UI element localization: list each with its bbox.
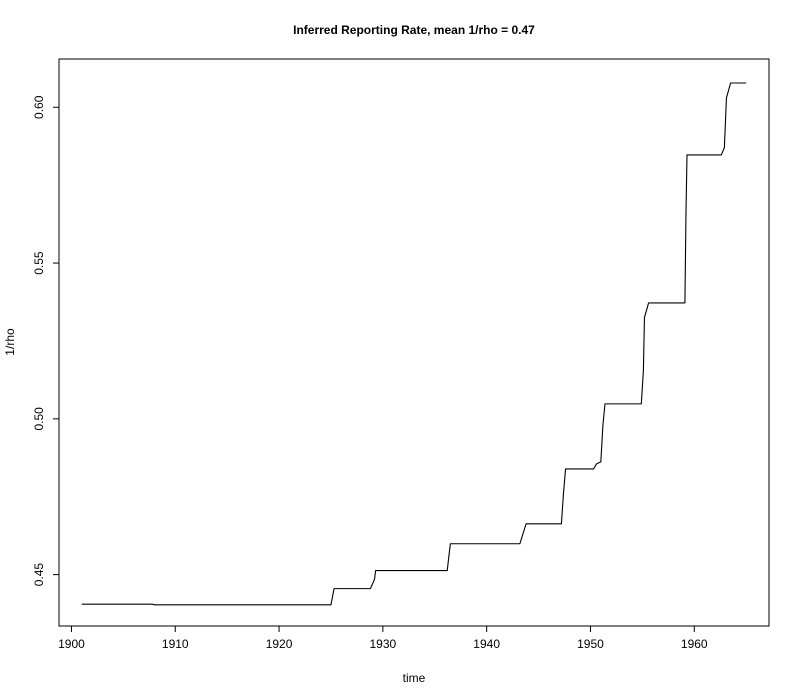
y-tick-label: 0.50 [32, 407, 46, 431]
y-axis-label: 1/rho [3, 328, 17, 356]
y-axis: 0.45 0.50 0.55 0.60 [32, 95, 59, 586]
x-tick-label: 1920 [266, 637, 293, 651]
x-tick-label: 1960 [681, 637, 708, 651]
x-axis-label: time [403, 671, 426, 685]
x-tick-label: 1940 [473, 637, 500, 651]
y-tick-label: 0.55 [32, 251, 46, 275]
x-tick-label: 1950 [577, 637, 604, 651]
y-tick-label: 0.60 [32, 95, 46, 119]
x-tick-label: 1910 [162, 637, 189, 651]
series-line [81, 82, 747, 606]
chart-title: Inferred Reporting Rate, mean 1/rho = 0.… [293, 23, 535, 37]
x-tick-label: 1900 [58, 637, 85, 651]
y-tick-label: 0.45 [32, 563, 46, 587]
plot-frame [58, 58, 770, 627]
x-axis: 1900 1910 1920 1930 1940 1950 1960 [58, 626, 708, 651]
x-tick-label: 1930 [370, 637, 397, 651]
